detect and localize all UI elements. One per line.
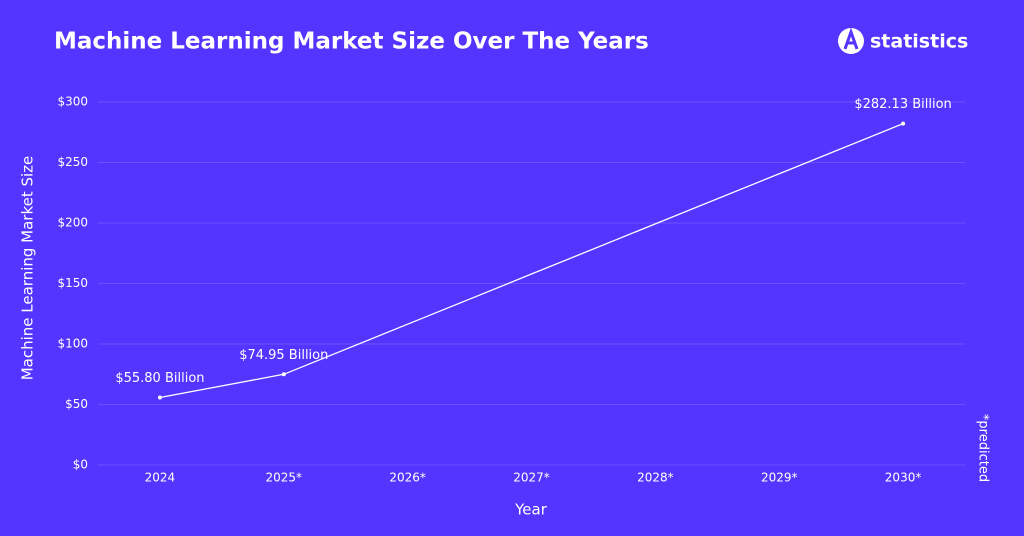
x-tick-label: 2028*	[637, 471, 674, 485]
x-tick-label: 2025*	[266, 471, 303, 485]
y-tick-label: $300	[57, 95, 88, 109]
x-tick-label: 2026*	[389, 471, 426, 485]
y-tick-label: $150	[57, 276, 88, 290]
y-tick-label: $0	[73, 458, 88, 472]
point	[901, 121, 906, 126]
y-tick-label: $250	[57, 155, 88, 169]
x-tick-label: 2024	[145, 471, 176, 485]
chart-title: Machine Learning Market Size Over The Ye…	[54, 29, 649, 55]
x-axis-label: Year	[514, 501, 548, 519]
point	[157, 395, 162, 400]
x-tick-label: 2029*	[761, 471, 798, 485]
y-tick-label: $200	[57, 216, 88, 230]
y-tick-label: $100	[57, 337, 88, 351]
value-label: $282.13 Billion	[854, 97, 951, 112]
footnote: *predicted	[976, 414, 991, 482]
y-tick-label: $50	[65, 397, 88, 411]
brand: statistics	[870, 31, 968, 53]
logo-letter	[843, 27, 859, 50]
x-tick-label: 2030*	[885, 471, 922, 485]
x-tick-label: 2027*	[513, 471, 550, 485]
value-label: $55.80 Billion	[115, 371, 204, 386]
point	[281, 372, 286, 377]
y-axis-label: Machine Learning Market Size	[19, 156, 37, 381]
value-label: $74.95 Billion	[239, 348, 328, 363]
